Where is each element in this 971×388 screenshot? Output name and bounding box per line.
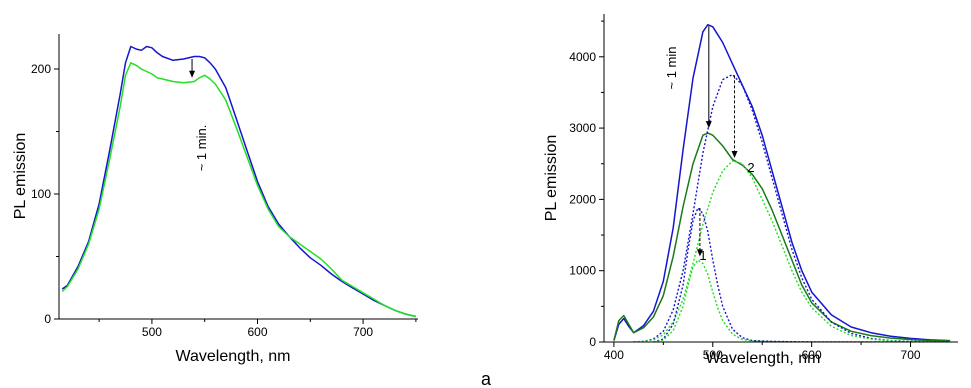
right-chart-series-0 <box>613 23 951 342</box>
left-chart-series-group <box>61 45 417 318</box>
right-chart-series-2 <box>633 73 951 342</box>
left-chart-y-axis-title: PL emission <box>12 133 29 220</box>
right-chart-annotation-peak-2: 2 <box>747 160 754 175</box>
right-chart-arrowhead-solid <box>705 121 712 129</box>
right-chart-annotation-time: ~ 1 min <box>664 47 679 90</box>
left-chart-y-tick-label: 0 <box>44 312 51 326</box>
right-chart-y-axis-title: PL emission <box>543 135 560 222</box>
left-chart-series-1 <box>61 62 417 318</box>
right-chart-series-4 <box>653 207 951 342</box>
right-chart-x-tick-label: 700 <box>901 348 921 362</box>
left-chart-series-0 <box>61 45 417 318</box>
left-chart: 500 600 700 0 100 200 ~ 1 min. Wavelength, nm… <box>12 34 418 365</box>
right-chart-axes <box>603 14 958 343</box>
right-chart-series-1 <box>613 132 951 342</box>
left-chart-x-tick-label: 700 <box>353 325 373 339</box>
right-chart-x-tick-label: 600 <box>802 348 822 362</box>
right-chart-x-axis-title: Wavelength, nm <box>705 350 820 367</box>
right-chart-arrowhead-peak-2 <box>731 151 738 159</box>
right-chart-series-group <box>613 23 951 342</box>
right-chart-y-tick-label: 3000 <box>569 121 596 135</box>
left-chart-ticks: 500 600 700 0 100 200 <box>31 62 417 339</box>
panel-label: a <box>481 369 492 388</box>
right-chart-y-tick-label: 4000 <box>569 50 596 64</box>
left-chart-y-tick-label: 200 <box>31 62 51 76</box>
right-chart-x-tick-label: 400 <box>604 348 624 362</box>
left-chart-annotation: ~ 1 min. <box>194 125 209 172</box>
left-chart-x-tick-label: 600 <box>247 325 267 339</box>
right-chart: 400 500 600 700 0 1000 2000 3000 4000 ~ 1 min 2 … <box>543 14 958 367</box>
left-chart-annotations: ~ 1 min. <box>189 59 209 171</box>
left-chart-axes <box>58 34 418 320</box>
right-chart-y-tick-label: 0 <box>589 335 596 349</box>
right-chart-annotations: ~ 1 min 2 1 <box>664 26 755 263</box>
right-chart-annotation-peak-1: 1 <box>699 248 706 263</box>
right-chart-series-3 <box>633 160 951 342</box>
left-chart-x-tick-label: 500 <box>142 325 162 339</box>
right-chart-arrowhead-peak-1 <box>696 249 703 257</box>
right-chart-y-tick-label: 1000 <box>569 264 596 278</box>
right-chart-ticks: 400 500 600 700 0 1000 2000 3000 4000 <box>569 20 921 362</box>
right-chart-y-tick-label: 2000 <box>569 192 596 206</box>
left-chart-arrowhead <box>189 70 196 78</box>
left-chart-y-tick-label: 100 <box>31 187 51 201</box>
right-chart-x-tick-label: 500 <box>703 348 723 362</box>
left-chart-x-axis-title: Wavelength, nm <box>175 348 290 365</box>
